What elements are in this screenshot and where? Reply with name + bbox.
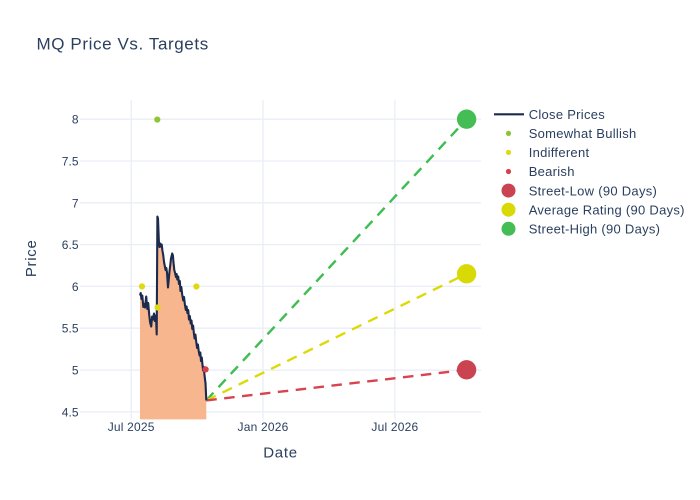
svg-text:5.5: 5.5: [62, 322, 79, 336]
svg-text:Average Rating (90 Days): Average Rating (90 Days): [529, 202, 685, 217]
svg-text:Indifferent: Indifferent: [529, 145, 590, 160]
svg-text:6.5: 6.5: [62, 238, 79, 252]
svg-text:4.5: 4.5: [62, 405, 79, 419]
svg-text:Somewhat Bullish: Somewhat Bullish: [529, 126, 637, 141]
svg-text:Jul 2025: Jul 2025: [108, 420, 155, 434]
svg-text:6: 6: [72, 280, 79, 294]
svg-text:5: 5: [72, 364, 79, 378]
svg-text:8: 8: [72, 113, 79, 127]
svg-text:Street-High (90 Days): Street-High (90 Days): [529, 222, 661, 237]
svg-text:Close Prices: Close Prices: [529, 107, 606, 122]
svg-text:Date: Date: [263, 445, 298, 462]
svg-text:7: 7: [72, 196, 79, 210]
svg-text:MQ Price Vs. Targets: MQ Price Vs. Targets: [37, 35, 209, 54]
svg-text:Price: Price: [23, 239, 40, 277]
svg-text:Jan 2026: Jan 2026: [238, 420, 289, 434]
svg-text:Street-Low (90 Days): Street-Low (90 Days): [529, 183, 657, 198]
svg-text:7.5: 7.5: [62, 155, 79, 169]
svg-text:Jul 2026: Jul 2026: [371, 420, 418, 434]
svg-text:Bearish: Bearish: [529, 164, 575, 179]
